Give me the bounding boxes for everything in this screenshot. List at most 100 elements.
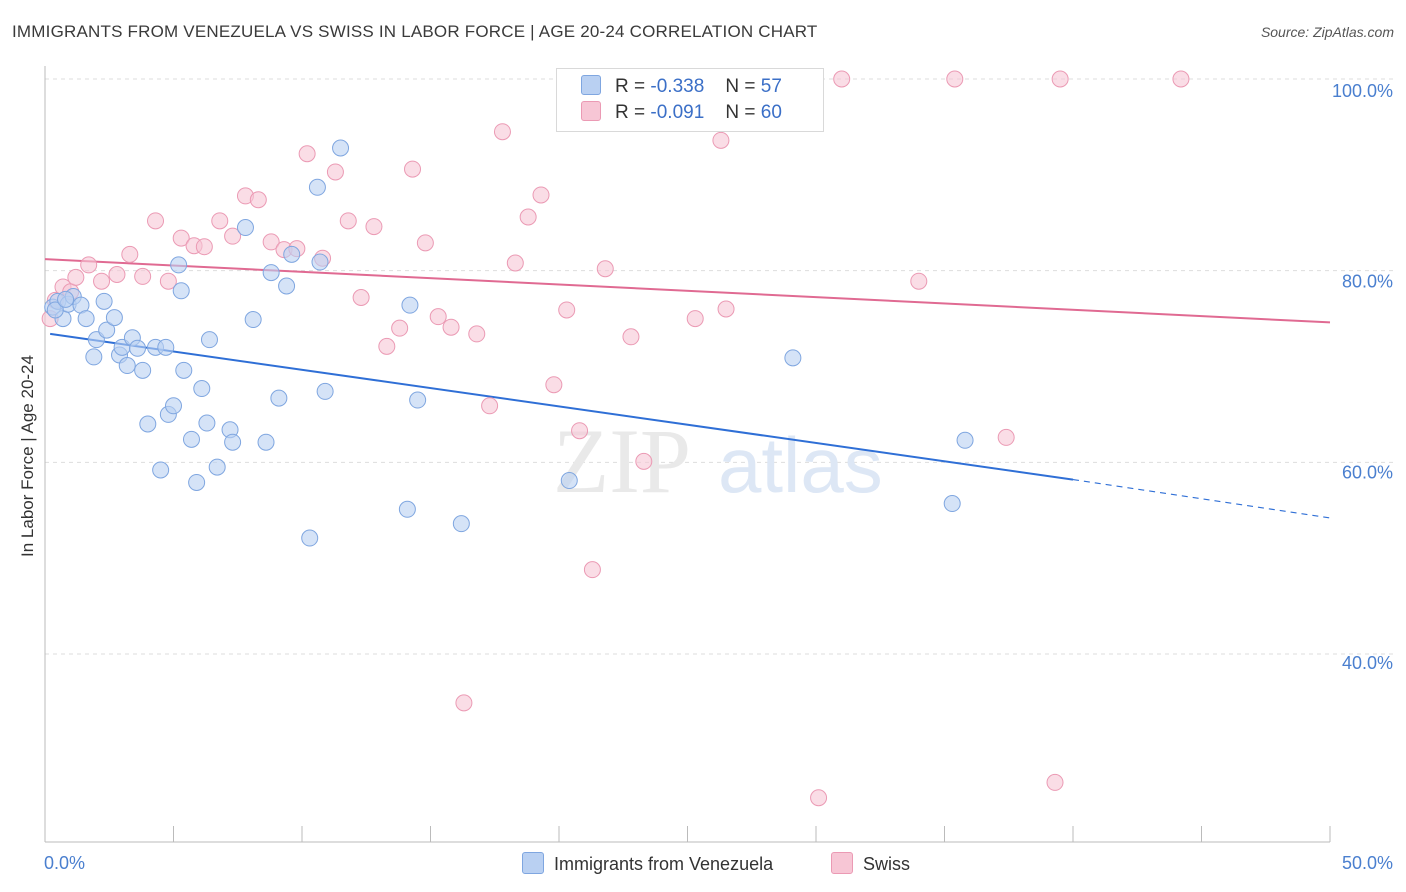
point-venezuela: [77, 310, 95, 328]
point-venezuela: [95, 292, 113, 310]
n-label: N =: [725, 102, 756, 123]
point-venezuela: [398, 500, 416, 518]
point-venezuela: [956, 431, 974, 449]
point-swiss: [571, 422, 589, 440]
point-swiss: [455, 694, 473, 712]
point-venezuela: [85, 348, 103, 366]
point-venezuela: [257, 433, 275, 451]
point-venezuela: [200, 331, 218, 349]
bottom-legend-venezuela: Immigrants from Venezuela: [522, 852, 773, 875]
y-tick-label: 60.0%: [1342, 462, 1393, 482]
n-value-venezuela: 57: [760, 76, 782, 97]
point-venezuela: [193, 380, 211, 398]
point-swiss: [717, 300, 735, 318]
bottom-swatch-blue: [522, 852, 544, 874]
point-swiss: [481, 397, 499, 415]
point-venezuela: [175, 361, 193, 379]
point-swiss: [946, 70, 964, 88]
point-venezuela: [401, 296, 419, 314]
point-swiss: [404, 160, 422, 178]
point-swiss: [635, 452, 653, 470]
tick-labels: 40.0% 60.0% 80.0% 100.0% 0.0% 50.0%: [44, 81, 1393, 873]
r-value-swiss: -0.091: [650, 102, 705, 123]
point-venezuela: [129, 339, 147, 357]
point-swiss: [1046, 773, 1064, 791]
point-venezuela: [244, 311, 262, 329]
point-swiss: [622, 328, 640, 346]
point-swiss: [391, 319, 409, 337]
point-swiss: [1172, 70, 1190, 88]
point-venezuela: [46, 301, 64, 319]
point-swiss: [558, 301, 576, 319]
legend-row-venezuela: R = -0.338 N = 57: [581, 75, 782, 99]
point-venezuela: [198, 414, 216, 432]
point-venezuela: [311, 253, 329, 271]
n-value-swiss: 60: [760, 102, 782, 123]
r-value-venezuela: -0.338: [650, 76, 705, 97]
point-swiss: [596, 260, 614, 278]
point-venezuela: [182, 430, 200, 448]
trendline-swiss: [44, 258, 1331, 324]
legend-row-swiss: R = -0.091 N = 60: [581, 101, 782, 125]
point-swiss: [67, 268, 85, 286]
point-swiss: [545, 376, 563, 394]
trendline-venezuela: [49, 332, 1074, 481]
point-venezuela: [57, 290, 75, 308]
point-venezuela: [134, 361, 152, 379]
bottom-legend-label-venezuela: Immigrants from Venezuela: [554, 854, 774, 874]
trend-lines: [44, 258, 1331, 519]
grid-lines: [45, 78, 1394, 655]
point-venezuela: [98, 321, 116, 339]
point-venezuela: [278, 277, 296, 295]
bottom-legend-swiss: Swiss: [831, 852, 910, 875]
point-venezuela: [332, 139, 350, 157]
point-swiss: [442, 318, 460, 336]
point-swiss: [416, 234, 434, 252]
point-venezuela: [105, 309, 123, 327]
point-swiss: [147, 212, 165, 230]
point-venezuela: [139, 415, 157, 433]
trendline-venezuela-extension: [1072, 478, 1331, 519]
point-venezuela: [208, 458, 226, 476]
point-venezuela: [270, 389, 288, 407]
r-label: R =: [615, 76, 646, 97]
point-swiss: [108, 266, 126, 283]
point-swiss: [298, 145, 316, 163]
point-venezuela: [308, 178, 326, 196]
point-venezuela: [452, 515, 470, 533]
point-swiss: [712, 131, 730, 149]
point-swiss: [686, 310, 704, 328]
bottom-legend-label-swiss: Swiss: [863, 854, 911, 874]
axes: [44, 66, 1331, 843]
point-swiss: [833, 70, 851, 88]
point-venezuela: [784, 349, 802, 367]
point-swiss: [532, 186, 550, 204]
point-venezuela: [118, 357, 136, 375]
point-swiss: [506, 254, 524, 272]
point-venezuela: [165, 397, 182, 415]
point-swiss: [997, 428, 1015, 446]
source-attribution: Source: ZipAtlas.com: [1260, 24, 1394, 40]
point-swiss: [249, 191, 267, 209]
point-swiss: [910, 272, 928, 290]
point-swiss: [195, 238, 213, 256]
watermark-atlas: atlas: [718, 421, 883, 509]
point-venezuela: [172, 282, 190, 300]
point-swiss: [468, 325, 486, 343]
y-tick-label: 80.0%: [1342, 272, 1393, 292]
point-swiss: [1051, 70, 1069, 88]
point-swiss: [93, 272, 111, 290]
point-swiss: [378, 337, 396, 355]
point-venezuela: [157, 338, 175, 356]
point-swiss: [159, 272, 177, 290]
point-swiss: [429, 308, 447, 326]
chart-title: IMMIGRANTS FROM VENEZUELA VS SWISS IN LA…: [12, 22, 818, 41]
x-tick-label: 50.0%: [1342, 853, 1393, 873]
point-swiss: [80, 256, 98, 274]
point-venezuela: [409, 391, 427, 409]
watermark: ZIP atlas: [553, 410, 883, 512]
y-tick-label: 40.0%: [1342, 653, 1393, 673]
point-venezuela: [283, 245, 301, 263]
point-swiss: [493, 123, 511, 141]
